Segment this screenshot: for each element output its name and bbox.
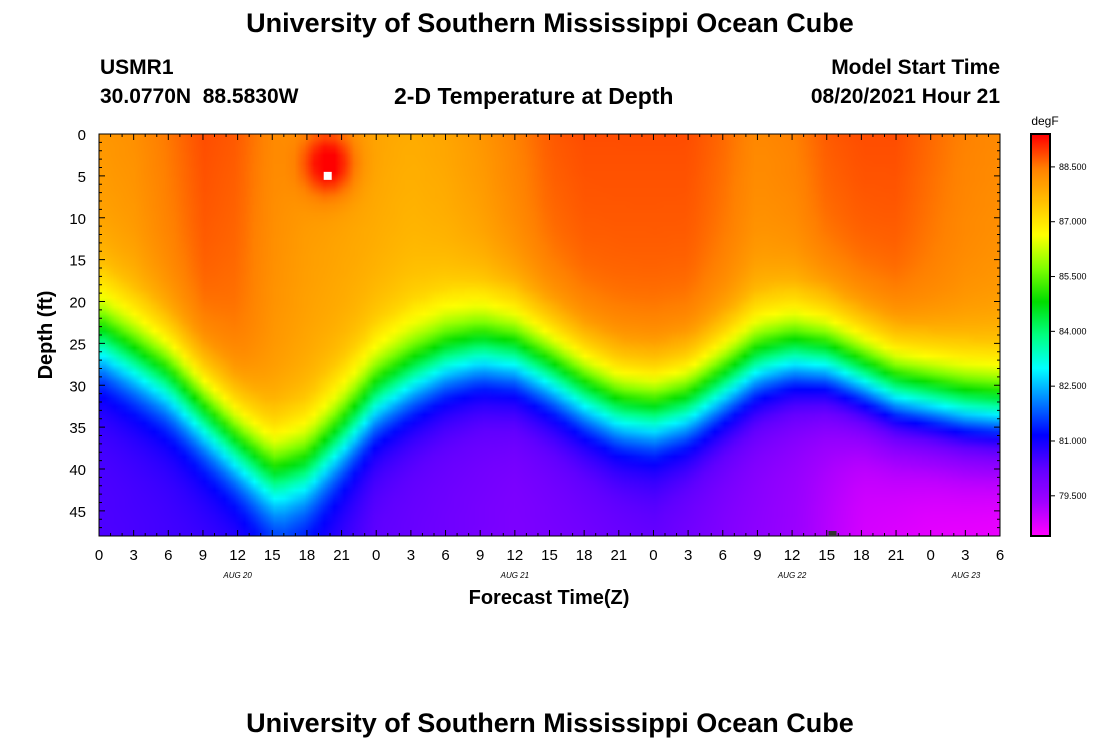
x-tick-label: 18: [299, 547, 316, 564]
colorbar-unit: degF: [1031, 114, 1058, 128]
y-tick-label: 15: [69, 253, 86, 270]
y-axis: 0 5 10 15 20 25 30 35 40 45: [69, 127, 1000, 537]
top-title: University of Southern Mississippi Ocean…: [246, 8, 854, 38]
y-tick-label: 5: [78, 169, 86, 186]
x-tick-label: 15: [818, 547, 835, 564]
x-tick-label: 9: [476, 547, 484, 564]
colorbar-tick-label: 88.500: [1059, 162, 1087, 172]
x-tick-label: 12: [784, 547, 801, 564]
x-tick-label: 0: [649, 547, 657, 564]
colorbar-tick-label: 87.000: [1059, 217, 1087, 227]
x-tick-label: 21: [610, 547, 627, 564]
min-temperature-marker: [828, 531, 837, 536]
x-tick-label: 15: [264, 547, 281, 564]
y-tick-label: 20: [69, 295, 86, 312]
bottom-title: University of Southern Mississippi Ocean…: [246, 708, 854, 738]
y-tick-label: 25: [69, 336, 86, 353]
colorbar-tick-label: 82.500: [1059, 381, 1087, 391]
x-tick-label: 18: [853, 547, 870, 564]
y-tick-label: 45: [69, 504, 86, 521]
colorbar-ticks: 79.500 81.000 82.500 84.000 85.500 87.000 88.5…: [1050, 162, 1087, 501]
x-tick-label: 21: [333, 547, 350, 564]
model-start-label: Model Start Time: [831, 56, 1000, 79]
y-tick-label: 35: [69, 420, 86, 437]
x-tick-label: 3: [961, 547, 969, 564]
y-tick-label: 10: [69, 211, 86, 228]
x-tick-label: 3: [684, 547, 692, 564]
x-axis-title: Forecast Time(Z): [469, 587, 630, 609]
x-tick-label: 21: [888, 547, 905, 564]
extreme-markers: [323, 171, 837, 536]
x-tick-label: 3: [129, 547, 137, 564]
colorbar-gradient: [1031, 134, 1050, 536]
colorbar: degF 79.500 81.000 82.500 84.000 85.500 87.00…: [1030, 114, 1087, 537]
x-tick-label: 0: [927, 547, 935, 564]
date-label: AUG 22: [777, 571, 807, 580]
date-label: AUG 20: [222, 571, 252, 580]
max-temperature-marker: [323, 171, 332, 180]
colorbar-tick-label: 84.000: [1059, 326, 1087, 336]
x-tick-label: 18: [576, 547, 593, 564]
x-axis: 0 3 6 9 12 15 18 21 0 3 6 9 12 15 18 21 0 3 6 9 12 15 18 21 0 3 6 A…: [95, 134, 1004, 580]
station-coordinates: 30.0770N 88.5830W: [100, 85, 299, 108]
station-id: USMR1: [100, 56, 174, 79]
x-tick-label: 6: [164, 547, 172, 564]
colorbar-tick-label: 79.500: [1059, 491, 1087, 501]
temperature-heatmap: [99, 134, 1000, 536]
x-tick-label: 6: [719, 547, 727, 564]
x-tick-label: 6: [996, 547, 1004, 564]
y-tick-label: 0: [78, 127, 86, 144]
plot-title: 2-D Temperature at Depth: [394, 83, 674, 109]
x-tick-label: 0: [372, 547, 380, 564]
x-tick-label: 12: [229, 547, 246, 564]
colorbar-tick-label: 85.500: [1059, 272, 1087, 282]
x-tick-label: 3: [407, 547, 415, 564]
colorbar-frame: [1030, 133, 1051, 537]
y-tick-label: 40: [69, 462, 86, 479]
x-tick-label: 12: [507, 547, 524, 564]
x-tick-label: 0: [95, 547, 103, 564]
colorbar-tick-label: 81.000: [1059, 436, 1087, 446]
x-tick-label: 9: [199, 547, 207, 564]
date-label: AUG 21: [500, 571, 529, 580]
y-tick-label: 30: [69, 378, 86, 395]
x-tick-label: 6: [441, 547, 449, 564]
x-tick-label: 9: [753, 547, 761, 564]
y-axis-title: Depth (ft): [35, 291, 57, 380]
date-label: AUG 23: [951, 571, 981, 580]
x-tick-label: 15: [541, 547, 558, 564]
model-start-value: 08/20/2021 Hour 21: [810, 85, 1000, 108]
